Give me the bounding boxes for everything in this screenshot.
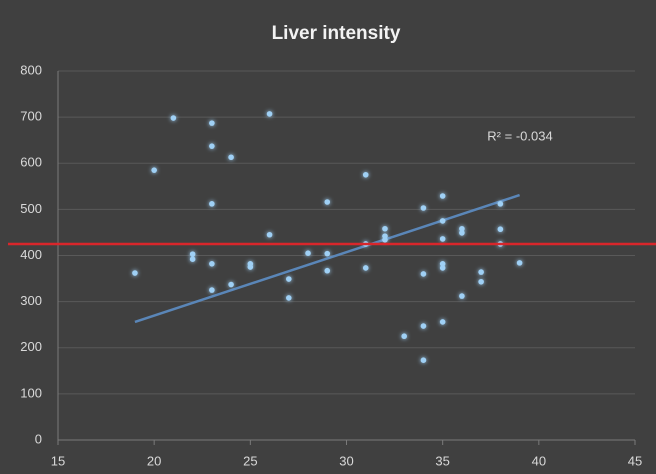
point bbox=[516, 260, 523, 266]
annotation: R² = -0.034 bbox=[487, 128, 552, 143]
x-tick-label: 30 bbox=[339, 453, 353, 468]
point bbox=[439, 261, 446, 267]
point bbox=[209, 261, 215, 267]
point bbox=[459, 293, 465, 299]
y-tick-label: 600 bbox=[20, 155, 42, 170]
point bbox=[286, 276, 292, 282]
y-tick-label: 700 bbox=[20, 109, 42, 124]
point bbox=[497, 226, 504, 233]
x-tick-label: 35 bbox=[435, 453, 449, 468]
y-tick-label: 400 bbox=[20, 247, 42, 262]
point bbox=[209, 287, 215, 293]
point bbox=[189, 256, 196, 262]
y-tick-label: 500 bbox=[20, 201, 42, 216]
point bbox=[324, 250, 331, 257]
point bbox=[189, 251, 196, 257]
point bbox=[305, 250, 311, 256]
point bbox=[266, 111, 273, 117]
point bbox=[228, 154, 234, 161]
point bbox=[497, 201, 504, 207]
point bbox=[439, 218, 446, 224]
point bbox=[382, 225, 388, 232]
point bbox=[132, 270, 138, 276]
point bbox=[439, 193, 446, 199]
point bbox=[478, 269, 484, 275]
point bbox=[420, 357, 427, 364]
point bbox=[324, 267, 331, 274]
point bbox=[420, 205, 427, 211]
chart-title: Liver intensity bbox=[272, 23, 401, 44]
y-tick-label: 800 bbox=[20, 62, 42, 77]
point bbox=[382, 237, 388, 243]
point bbox=[324, 199, 331, 205]
point bbox=[439, 265, 446, 271]
point bbox=[209, 120, 215, 126]
point bbox=[420, 271, 427, 277]
y-tick-label: 300 bbox=[20, 293, 42, 308]
y-tick-label: 0 bbox=[35, 431, 42, 446]
point bbox=[439, 319, 446, 325]
point bbox=[228, 281, 234, 288]
point bbox=[362, 171, 369, 178]
x-tick-label: 40 bbox=[532, 453, 546, 468]
trendline bbox=[134, 193, 520, 324]
point bbox=[286, 295, 292, 301]
point bbox=[266, 231, 273, 238]
point bbox=[247, 264, 254, 270]
point bbox=[478, 278, 484, 285]
y-tick-label: 100 bbox=[20, 385, 42, 400]
point bbox=[170, 115, 177, 121]
point bbox=[209, 201, 215, 207]
point bbox=[401, 333, 408, 340]
point bbox=[362, 265, 369, 271]
point bbox=[439, 236, 446, 242]
x-tick-label: 20 bbox=[147, 453, 161, 468]
y-tick-label: 200 bbox=[20, 339, 42, 354]
x-tick-label: 25 bbox=[243, 453, 257, 468]
x-tick-label: 45 bbox=[628, 453, 642, 468]
point bbox=[459, 225, 465, 232]
point bbox=[420, 323, 427, 329]
point bbox=[151, 167, 157, 173]
x-tick-label: 15 bbox=[51, 453, 65, 468]
point bbox=[209, 143, 215, 149]
point bbox=[459, 230, 465, 236]
